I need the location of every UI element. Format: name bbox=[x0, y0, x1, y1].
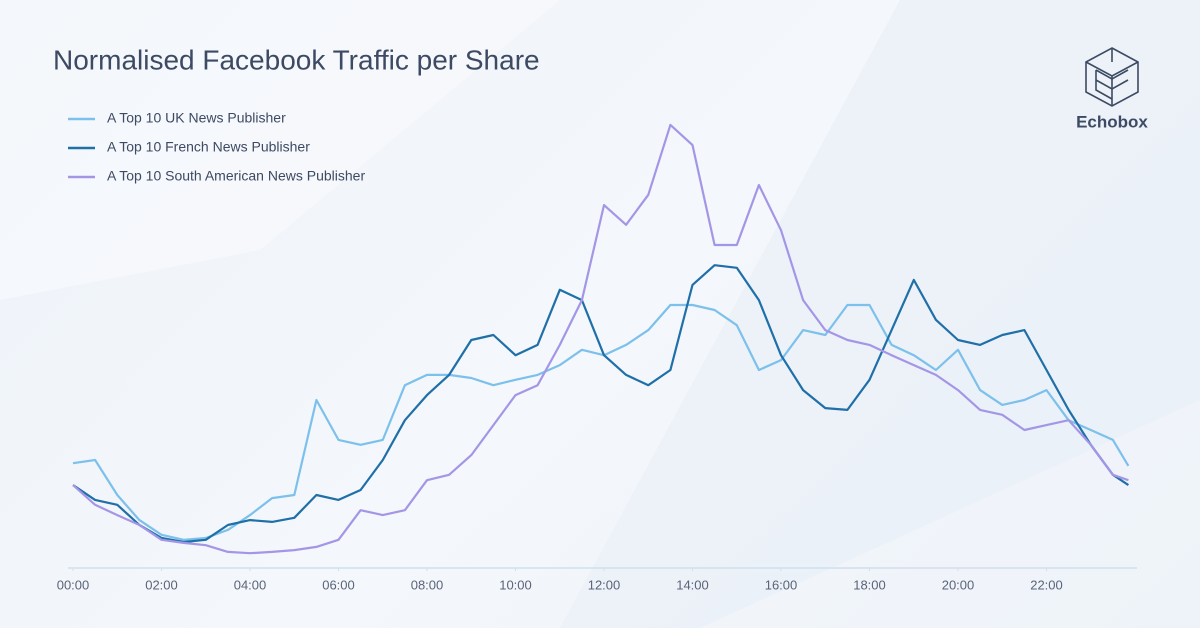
x-tick-label: 16:00 bbox=[765, 577, 798, 592]
x-tick-label: 00:00 bbox=[57, 577, 90, 592]
series-line bbox=[72, 264, 1130, 544]
x-tick-label: 20:00 bbox=[942, 577, 975, 592]
x-tick-label: 10:00 bbox=[499, 577, 532, 592]
x-tick-label: 14:00 bbox=[676, 577, 709, 592]
x-tick-label: 04:00 bbox=[234, 577, 267, 592]
brand-name: Echobox bbox=[1076, 112, 1148, 131]
x-tick-label: 22:00 bbox=[1030, 577, 1063, 592]
legend-label: A Top 10 UK News Publisher bbox=[107, 110, 286, 126]
x-tick-label: 08:00 bbox=[411, 577, 444, 592]
background-shape bbox=[560, 0, 1200, 628]
x-tick-label: 12:00 bbox=[588, 577, 621, 592]
x-tick-label: 18:00 bbox=[853, 577, 886, 592]
series-line bbox=[72, 123, 1129, 555]
logo bbox=[1085, 47, 1139, 107]
background-shape bbox=[0, 0, 560, 300]
chart-title: Normalised Facebook Traffic per Share bbox=[53, 44, 540, 75]
x-tick-label: 06:00 bbox=[322, 577, 355, 592]
x-tick-label: 02:00 bbox=[145, 577, 178, 592]
legend-label: A Top 10 French News Publisher bbox=[107, 139, 310, 155]
legend-label: A Top 10 South American News Publisher bbox=[107, 168, 365, 184]
